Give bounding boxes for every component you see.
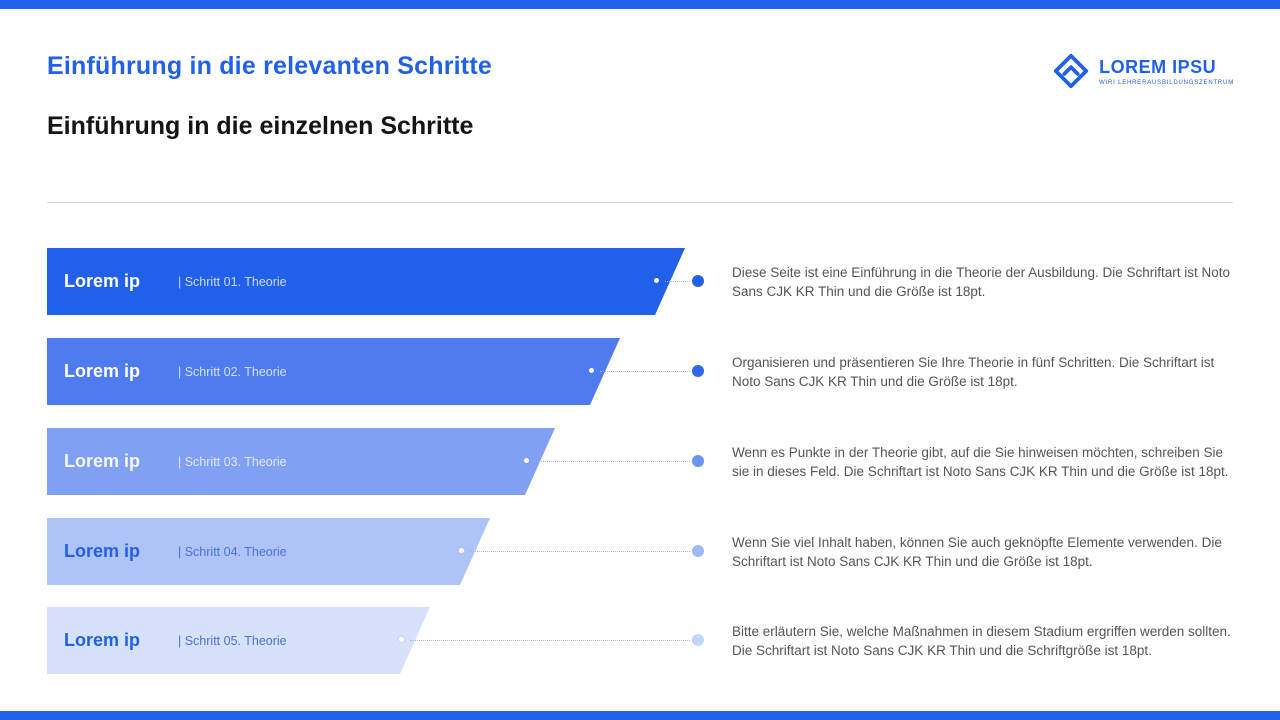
step-label: Lorem ip [64, 541, 141, 561]
step-description: Wenn Sie viel Inhalt haben, können Sie a… [732, 534, 1222, 569]
step-row: Lorem ip | Schritt 04. Theorie Wenn Sie … [0, 518, 1280, 585]
filled-marker-dot [692, 634, 704, 646]
step-description: Organisieren und präsentieren Sie Ihre T… [732, 354, 1215, 389]
step-tag: | Schritt 04. Theorie [178, 544, 287, 559]
step-label: Lorem ip [64, 361, 141, 381]
filled-marker-dot [692, 545, 704, 557]
filled-marker-dot [692, 365, 704, 377]
step-bar: Lorem ip | Schritt 01. Theorie [47, 248, 685, 315]
step-row: Lorem ip | Schritt 01. Theorie Diese Sei… [0, 248, 1280, 315]
step-bar: Lorem ip | Schritt 03. Theorie [47, 428, 555, 495]
filled-marker-dot [692, 275, 704, 287]
header-divider [47, 202, 1233, 203]
bottom-accent-strip [0, 711, 1280, 720]
company-logo: LOREM IPSU WIRI LEHRERAUSBILDUNGSZENTRUM [1052, 52, 1234, 90]
step-tag: | Schritt 03. Theorie [178, 454, 287, 469]
dotted-connector [535, 461, 690, 462]
step-tag: | Schritt 05. Theorie [178, 633, 287, 648]
step-tag: | Schritt 01. Theorie [178, 274, 287, 289]
top-accent-strip [0, 0, 1280, 9]
open-marker-dot [522, 456, 531, 465]
step-bar: Lorem ip | Schritt 05. Theorie [47, 607, 430, 674]
open-marker-dot [457, 546, 466, 555]
step-description: Diese Seite ist eine Einführung in die T… [732, 264, 1231, 299]
step-tag: | Schritt 02. Theorie [178, 364, 287, 379]
step-row: Lorem ip | Schritt 02. Theorie Organisie… [0, 338, 1280, 405]
logo-name: LOREM IPSU [1099, 56, 1217, 77]
open-marker-dot [397, 635, 406, 644]
filled-marker-dot [692, 455, 704, 467]
open-marker-dot [652, 276, 661, 285]
logo-tagline: WIRI LEHRERAUSBILDUNGSZENTRUM [1099, 79, 1234, 86]
step-row: Lorem ip | Schritt 05. Theorie Bitte erl… [0, 607, 1280, 674]
dotted-connector [410, 640, 690, 641]
page-title: Einführung in die relevanten Schritte [47, 52, 492, 80]
step-label: Lorem ip [64, 630, 141, 650]
dotted-connector [470, 551, 690, 552]
open-marker-dot [587, 366, 596, 375]
step-label: Lorem ip [64, 271, 141, 291]
page-subtitle: Einführung in die einzelnen Schritte [47, 112, 474, 140]
step-bar: Lorem ip | Schritt 04. Theorie [47, 518, 490, 585]
dotted-connector [600, 371, 690, 372]
diamond-logo-icon [1052, 52, 1090, 90]
step-description: Wenn es Punkte in der Theorie gibt, auf … [732, 444, 1229, 479]
step-label: Lorem ip [64, 451, 141, 471]
step-description: Bitte erläutern Sie, welche Maßnahmen in… [732, 623, 1231, 658]
step-row: Lorem ip | Schritt 03. Theorie Wenn es P… [0, 428, 1280, 495]
dotted-connector [665, 281, 690, 282]
step-bar: Lorem ip | Schritt 02. Theorie [47, 338, 620, 405]
